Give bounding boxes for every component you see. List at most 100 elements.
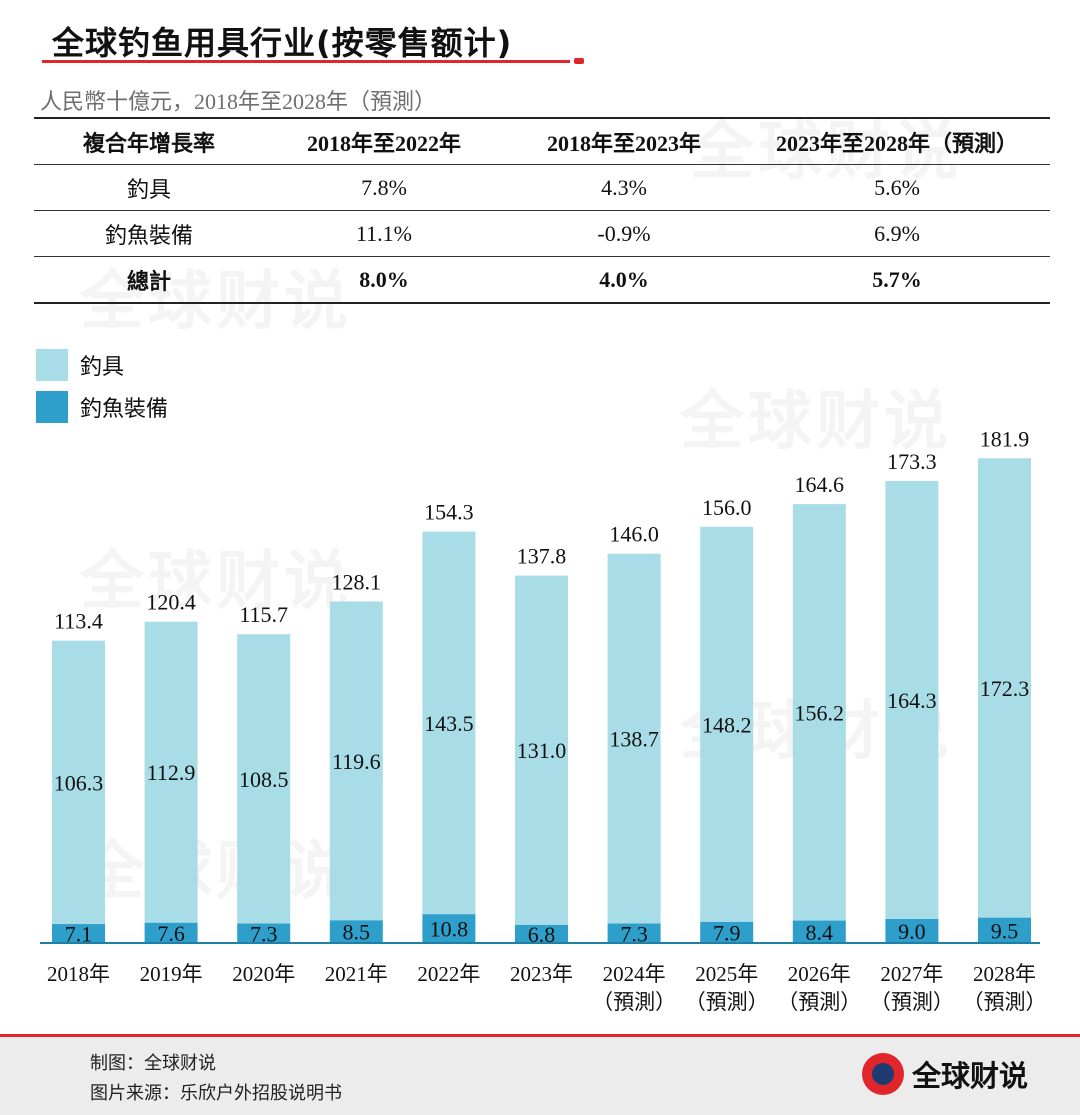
x-axis-tick-label: （預測） — [870, 990, 954, 1014]
bar-value-label-equipment: 9.0 — [898, 919, 926, 944]
x-axis-tick-label: 2023年 — [510, 962, 573, 986]
bar-value-label-tackle: 164.3 — [887, 688, 937, 713]
bar-value-label-equipment: 8.4 — [806, 920, 834, 945]
x-axis-tick-label: （預測） — [777, 990, 861, 1014]
bar-value-label-tackle: 143.5 — [424, 711, 474, 736]
brand-logo-icon — [862, 1053, 904, 1095]
bar-segment-fishing-tackle — [237, 634, 291, 924]
footer-credit: 制图：全球财说 — [90, 1053, 216, 1074]
bar-value-label-tackle: 172.3 — [980, 676, 1030, 701]
table-header-cell: 2018年至2022年 — [264, 117, 504, 165]
bar-segment-fishing-tackle — [885, 480, 939, 920]
bar-total-label: 173.3 — [887, 449, 937, 474]
bar-segment-fishing-equipment — [607, 923, 661, 943]
bar-total-label: 146.0 — [609, 522, 659, 547]
x-axis-tick-label: 2020年 — [232, 962, 295, 986]
bar-total-label: 128.1 — [332, 569, 382, 594]
bar-value-label-equipment: 7.6 — [157, 921, 185, 946]
bar-segment-fishing-equipment — [422, 914, 476, 943]
x-axis-tick-label: （預測） — [963, 990, 1047, 1014]
table-cell: 6.9% — [744, 210, 1050, 257]
bar-total-label: 164.6 — [795, 472, 845, 497]
bar-value-label-tackle: 108.5 — [239, 767, 289, 792]
footer: 制图：全球财说 图片来源：乐欣户外招股说明书 全球财说 — [0, 1034, 1080, 1115]
table-cell: 4.3% — [504, 164, 744, 211]
bar-value-label-tackle: 138.7 — [609, 727, 659, 752]
bar-value-label-tackle: 106.3 — [54, 770, 104, 795]
bar-segment-fishing-equipment — [144, 922, 198, 943]
bar-value-label-equipment: 7.9 — [713, 920, 741, 945]
bar-value-label-equipment: 10.8 — [430, 917, 469, 942]
bar-total-label: 120.4 — [146, 590, 196, 615]
x-axis-tick-label: 2028年 — [973, 962, 1036, 986]
x-axis-tick-label: 2018年 — [47, 962, 110, 986]
table-row: 釣具 7.8% 4.3% 5.6% — [34, 164, 1050, 211]
chart-legend: 釣具 釣魚裝備 — [36, 344, 168, 428]
table-row-total: 總計 8.0% 4.0% 5.7% — [34, 256, 1050, 304]
legend-item-fishing-tackle: 釣具 — [36, 344, 168, 386]
table-cell: 11.1% — [264, 210, 504, 257]
x-axis-tick-label: 2024年 — [603, 962, 666, 986]
footer-source: 图片来源：乐欣户外招股说明书 — [90, 1083, 342, 1104]
bar-total-label: 181.9 — [980, 426, 1030, 451]
bar-segment-fishing-equipment — [329, 920, 383, 943]
table-header-row: 複合年增長率 2018年至2022年 2018年至2023年 2023年至202… — [34, 117, 1050, 165]
stacked-bar-chart: 7.1106.3113.42018年7.6112.9120.42019年7.31… — [40, 426, 1047, 1014]
x-axis-tick-label: 2027年 — [880, 962, 943, 986]
legend-label: 釣具 — [80, 355, 125, 380]
bar-segment-fishing-tackle — [607, 553, 661, 924]
x-axis-tick-label: 2019年 — [140, 962, 203, 986]
bar-segment-fishing-equipment — [52, 924, 105, 943]
x-axis-tick-label: 2025年 — [695, 962, 758, 986]
x-axis-tick-label: 2022年 — [417, 962, 480, 986]
bar-value-label-equipment: 8.5 — [343, 920, 371, 945]
bar-total-label: 113.4 — [54, 609, 103, 634]
bar-value-label-tackle: 119.6 — [332, 749, 381, 774]
bar-segment-fishing-tackle — [978, 458, 1031, 918]
table-cell: 8.0% — [264, 256, 504, 304]
table-cell: 5.6% — [744, 164, 1050, 211]
bar-value-label-equipment: 9.5 — [991, 918, 1019, 943]
bar-segment-fishing-equipment — [792, 920, 846, 943]
bar-value-label-tackle: 148.2 — [702, 712, 752, 737]
bar-value-label-tackle: 131.0 — [517, 738, 567, 763]
table-cell: 5.7% — [744, 256, 1050, 304]
bar-segment-fishing-equipment — [885, 919, 939, 943]
table-cell: 4.0% — [504, 256, 744, 304]
x-axis-tick-label: （預測） — [685, 990, 769, 1014]
brand-name: 全球财说 — [912, 1059, 1029, 1093]
bar-segment-fishing-tackle — [792, 504, 846, 921]
table-cell: 7.8% — [264, 164, 504, 211]
legend-swatch-fishing-equipment — [36, 391, 68, 423]
bar-segment-fishing-equipment — [237, 923, 291, 943]
bar-total-label: 115.7 — [239, 602, 288, 627]
table-row: 釣魚裝備 11.1% -0.9% 6.9% — [34, 210, 1050, 257]
legend-item-fishing-equipment: 釣魚裝備 — [36, 386, 168, 428]
bar-segment-fishing-equipment — [700, 921, 754, 943]
bar-total-label: 156.0 — [702, 495, 752, 520]
title-underline — [42, 60, 570, 63]
chart-title: 全球钓鱼用具行业(按零售额计) — [52, 24, 513, 62]
bar-value-label-tackle: 156.2 — [795, 700, 845, 725]
bar-total-label: 137.8 — [517, 544, 567, 569]
x-axis-tick-label: （預測） — [592, 990, 676, 1014]
legend-label: 釣魚裝備 — [80, 397, 169, 422]
bar-segment-fishing-equipment — [515, 924, 568, 943]
bar-segment-fishing-tackle — [515, 575, 568, 925]
x-axis-tick-label: 2026年 — [788, 962, 851, 986]
table-cell: -0.9% — [504, 210, 744, 257]
brand: 全球财说 — [862, 1053, 1028, 1095]
title-underline-dot — [574, 58, 584, 64]
bar-value-label-tackle: 112.9 — [147, 760, 196, 785]
table-header-cell: 2018年至2023年 — [504, 117, 744, 165]
unit-subtitle: 人民幣十億元，2018年至2028年（預測） — [40, 89, 437, 114]
table-header-cell: 2023年至2028年（預測） — [744, 117, 1050, 165]
x-axis-tick-label: 2021年 — [325, 962, 388, 986]
bar-segment-fishing-tackle — [700, 526, 754, 922]
table-row-label: 總計 — [34, 256, 264, 304]
bar-segment-fishing-tackle — [144, 621, 198, 923]
bar-total-label: 154.3 — [424, 500, 474, 525]
table-row-label: 釣魚裝備 — [34, 210, 264, 257]
bar-segment-fishing-equipment — [978, 917, 1031, 943]
bar-segment-fishing-tackle — [52, 640, 105, 925]
